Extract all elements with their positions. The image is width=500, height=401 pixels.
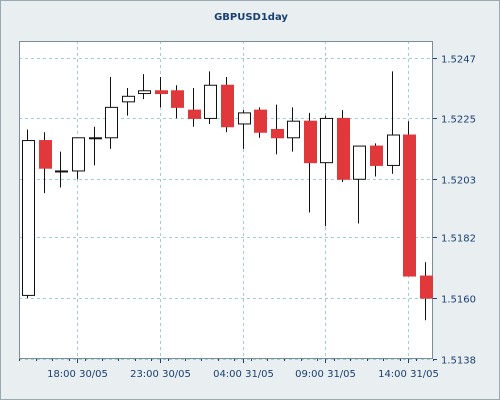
y-tick-label: 1.5225	[441, 115, 476, 126]
x-tick-label: 09:00 31/05	[295, 369, 356, 380]
candle-body-bullish	[22, 140, 35, 296]
candle-body-bearish	[188, 109, 201, 119]
candle-body-bearish	[370, 145, 383, 166]
candle-body-bullish	[387, 134, 400, 166]
candle-body-bullish	[320, 117, 333, 164]
y-tick-label: 1.5247	[441, 55, 476, 66]
y-tick-label: 1.5160	[441, 295, 476, 306]
candle-body-bullish	[287, 120, 300, 139]
candle-body-bearish	[221, 84, 234, 128]
candle-body-bullish	[353, 145, 366, 180]
candle-body-bullish	[89, 137, 102, 140]
candle-body-bullish	[138, 90, 151, 95]
candle-body-bearish	[403, 134, 416, 277]
candle-body-bearish	[254, 109, 267, 133]
candle-body-bullish	[204, 84, 217, 119]
candle-body-bullish	[105, 106, 118, 139]
x-tick-label: 14:00 31/05	[378, 369, 439, 380]
x-tick-label: 04:00 31/05	[213, 369, 274, 380]
candle-body-bullish	[122, 95, 135, 103]
x-tick-label: 23:00 30/05	[130, 369, 191, 380]
candle-body-bullish	[238, 112, 251, 125]
y-tick-label: 1.5203	[441, 176, 476, 187]
candle-body-bearish	[420, 275, 433, 299]
candle-body-bearish	[304, 120, 317, 164]
candle-body-bearish	[271, 128, 284, 139]
candle-body-bullish	[72, 137, 85, 172]
chart-title: GBPUSD1day	[214, 12, 288, 23]
candle-body-bearish	[337, 117, 350, 180]
x-tick-label: 18:00 30/05	[47, 369, 108, 380]
y-tick-label: 1.5138	[441, 356, 476, 367]
candle-body-bearish	[39, 140, 52, 169]
y-tick-label: 1.5182	[441, 234, 476, 245]
candle-body-bearish	[155, 90, 168, 95]
candle-body-bearish	[171, 90, 184, 108]
plot-border	[19, 41, 433, 359]
candle-body-bullish	[55, 170, 68, 173]
